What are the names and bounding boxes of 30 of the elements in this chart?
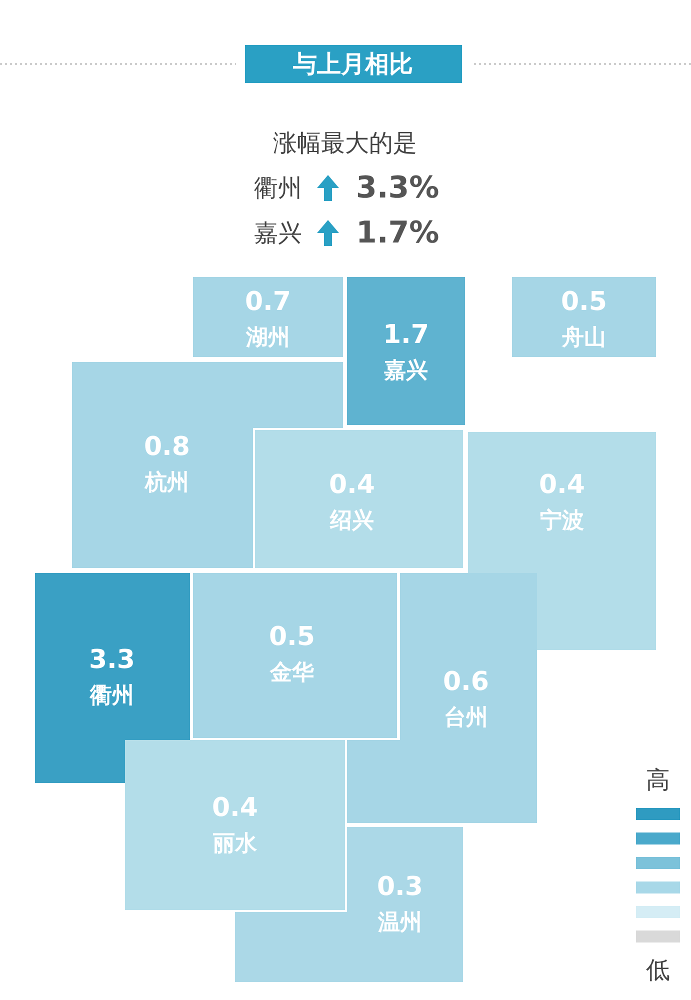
text: 与上月相比 [292, 50, 413, 78]
data-label: 3.3 [88, 645, 136, 675]
category-label: 嘉兴 [384, 358, 428, 384]
text: 嘉兴 [254, 219, 302, 247]
category-label: 杭州 [144, 470, 189, 496]
data-label: 0.5 [268, 622, 316, 652]
data-label: 1.7 [382, 320, 430, 350]
category-label: 丽水 [212, 832, 258, 856]
text: 1.7% [356, 216, 440, 250]
data-label: 0.4 [538, 470, 586, 500]
category-label: 舟山 [561, 324, 606, 350]
data-label: 0.4 [328, 470, 376, 500]
data-label: 0.8 [144, 432, 190, 462]
data-label: 0.4 [212, 793, 258, 823]
category-label: 宁波 [540, 508, 584, 534]
data-label: 0.5 [560, 287, 608, 317]
category-label: 湖州 [245, 326, 290, 350]
text: 衢州 [254, 174, 302, 202]
data-label: 0.3 [376, 872, 424, 902]
category-label: 金华 [269, 660, 314, 686]
text: 高 [646, 766, 670, 794]
category-label: 温州 [377, 910, 422, 936]
category-label: 绍兴 [329, 508, 374, 534]
text: 低 [646, 956, 670, 984]
text: 涨幅最大的是 [273, 129, 417, 157]
data-label: 0.6 [442, 667, 490, 697]
data-label: 0.7 [244, 287, 292, 317]
category-label: 台州 [444, 706, 488, 730]
category-label: 衢州 [89, 684, 134, 708]
text: 3.3% [356, 170, 440, 206]
